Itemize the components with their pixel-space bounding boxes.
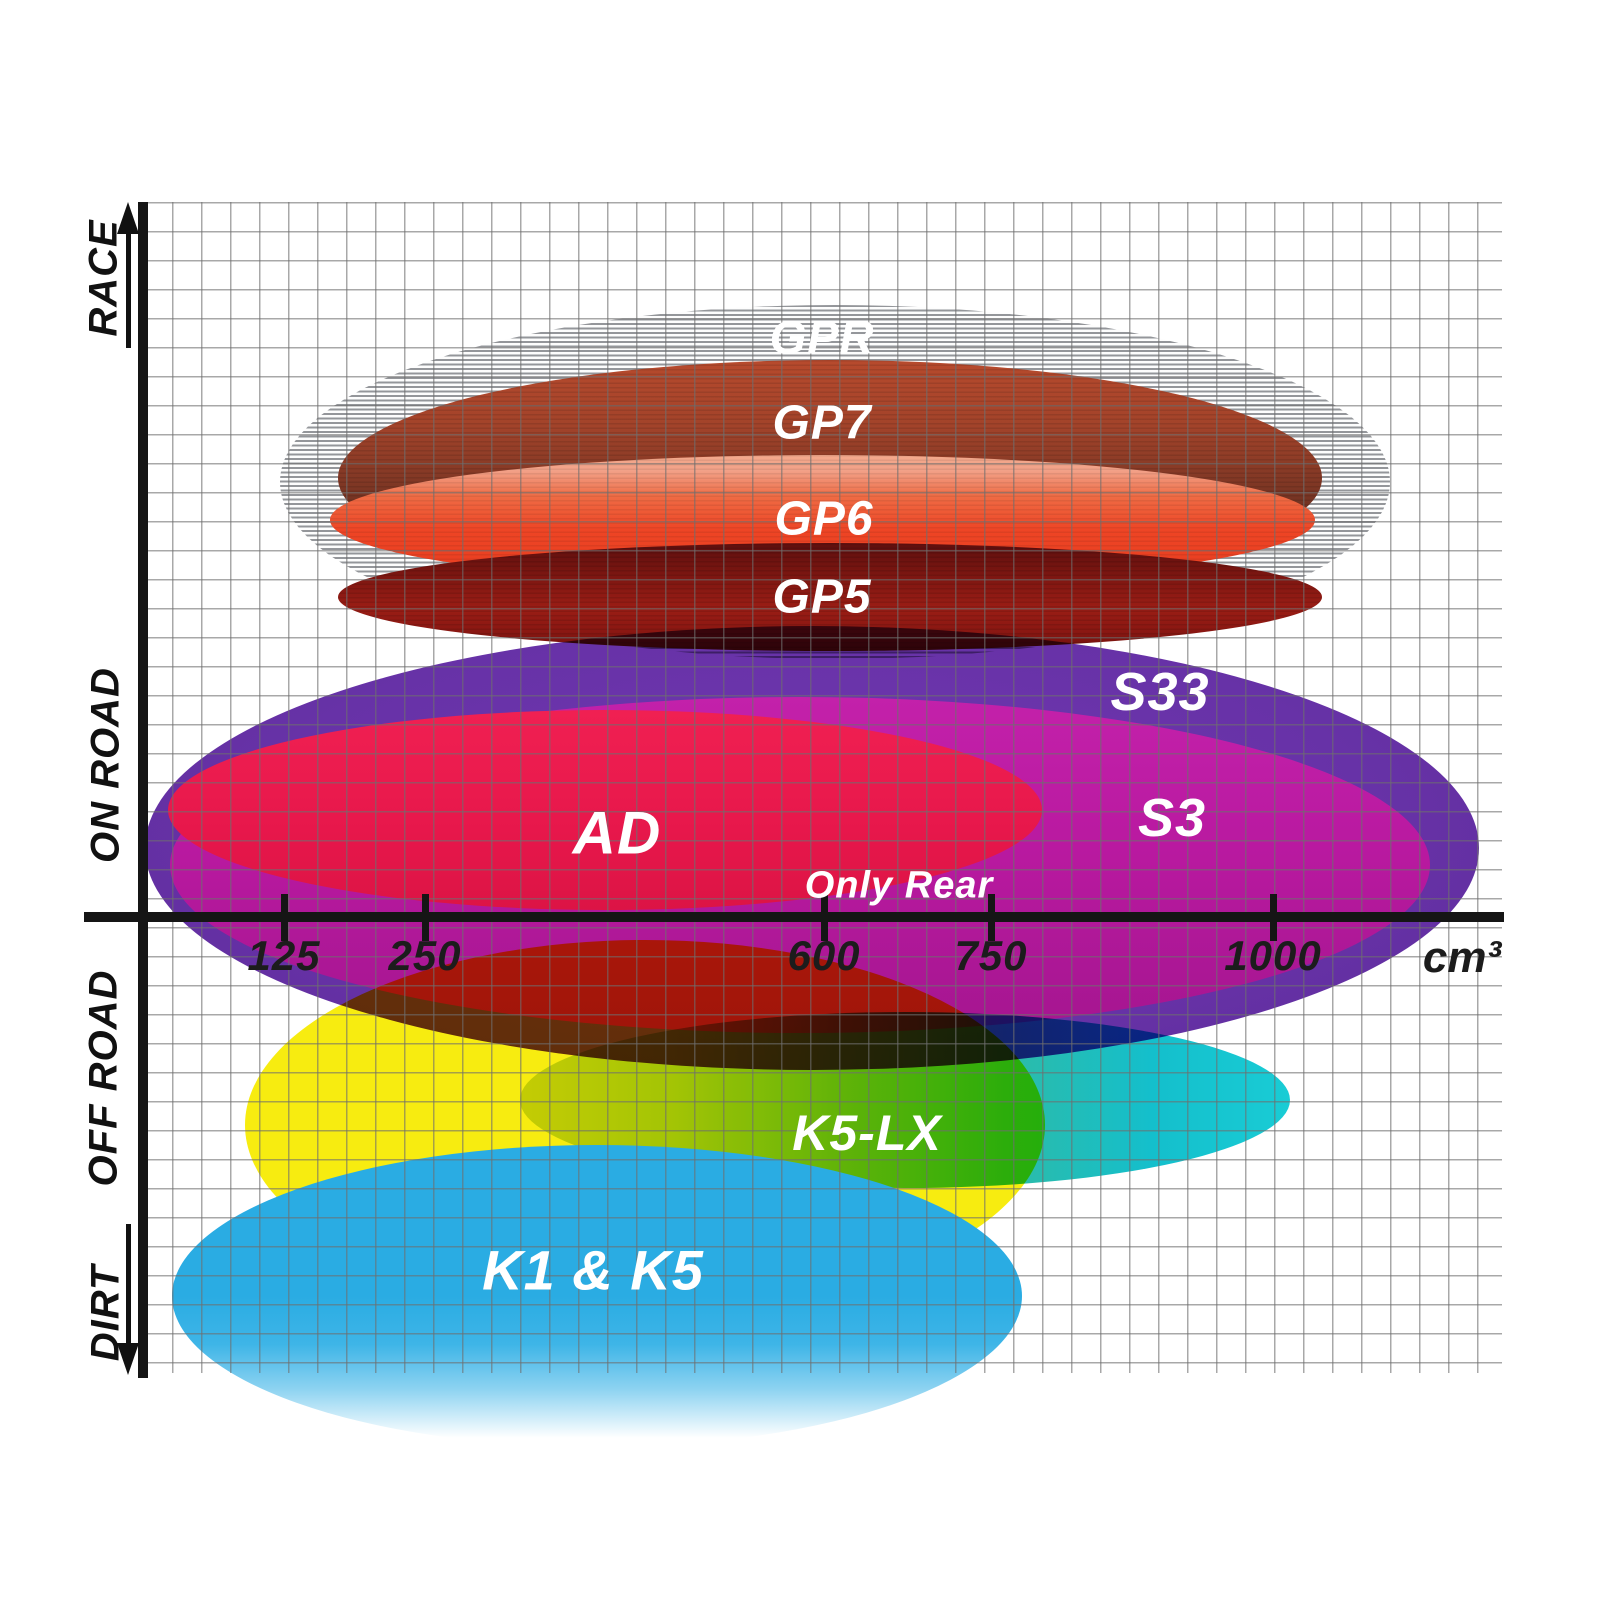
y-band-label-onroad: ON ROAD [83,667,128,863]
x-tick-label-1000: 1000 [1224,932,1322,979]
x-tick-125 [281,894,288,941]
x-tick-750 [988,894,995,941]
y-axis-line [138,202,148,1378]
dirt-down-arrow-icon [117,1343,139,1375]
label-ad: AD [572,799,662,867]
label-s33: S33 [1110,662,1210,722]
y-band-label-offroad: OFF ROAD [81,969,126,1187]
race-up-arrow-icon [117,202,139,234]
y-band-label-race: RACE [81,219,126,337]
x-tick-label-250: 250 [388,932,462,979]
x-tick-1000 [1270,894,1277,941]
race-up-arrow-line [126,230,131,348]
label-s3: S3 [1137,788,1207,848]
x-tick-label-750: 750 [954,932,1028,979]
x-tick-label-600: 600 [787,932,861,979]
x-axis-unit-label: cm³ [1422,933,1502,982]
label-k1k5: K1 & K5 [482,1238,704,1302]
dirt-down-arrow-line [126,1224,131,1344]
label-gpr: GPR [769,310,875,364]
x-tick-600 [821,894,828,941]
label-gp5: GP5 [772,570,872,624]
x-tick-label-125: 125 [247,932,321,979]
label-gp6: GP6 [774,492,874,546]
label-k5lx: K5-LX [792,1105,942,1161]
label-only-rear: Only Rear [804,864,994,907]
label-gp7: GP7 [772,396,872,450]
x-axis-line [84,912,1504,922]
x-tick-250 [422,894,429,941]
